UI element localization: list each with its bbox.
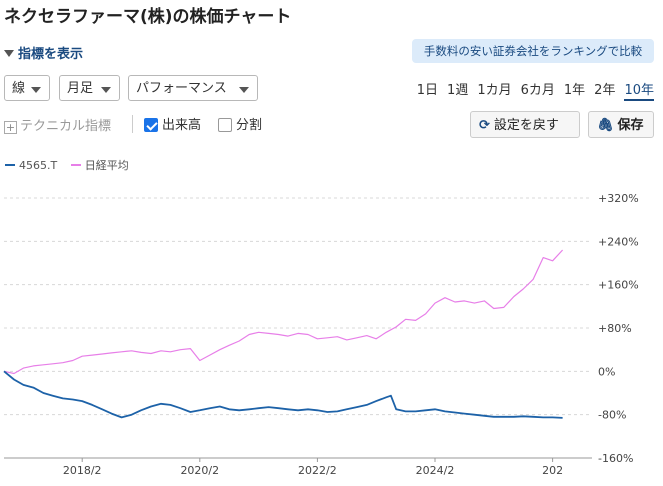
y-tick-label: +320%	[598, 192, 639, 205]
paperclip-icon: 🖇	[597, 118, 614, 133]
chevron-down-icon	[31, 87, 41, 93]
period-tab-2y[interactable]: 2年	[594, 83, 616, 98]
refresh-icon: ⟳	[479, 118, 490, 133]
chart-type-value: 線	[12, 81, 26, 96]
legend-item-stock: 4565.T	[5, 159, 57, 172]
checkbox-checked-icon	[144, 118, 158, 132]
period-tab-1m[interactable]: 1カ月	[477, 83, 512, 98]
period-tab-6m[interactable]: 6カ月	[520, 83, 555, 98]
split-label: 分割	[236, 118, 263, 133]
period-tab-1y[interactable]: 1年	[563, 83, 586, 98]
period-tab-1d[interactable]: 1日	[416, 83, 439, 98]
period-tab-1w[interactable]: 1週	[447, 83, 469, 98]
legend-item-nikkei: 日経平均	[70, 159, 129, 172]
y-tick-label: -160%	[598, 452, 633, 465]
checkbox-unchecked-icon	[218, 118, 232, 132]
technical-indicators-button[interactable]: + テクニカル指標	[4, 115, 111, 134]
reset-settings-button[interactable]: ⟳ 設定を戻す	[470, 111, 580, 138]
y-tick-label: +80%	[598, 322, 632, 335]
legend-label-stock: 4565.T	[19, 159, 58, 172]
volume-label: 出来高	[162, 118, 202, 133]
volume-checkbox[interactable]: 出来高	[144, 114, 201, 133]
legend-swatch-stock	[5, 164, 15, 166]
split-checkbox[interactable]: 分割	[218, 114, 262, 133]
period-tab-10y[interactable]: 10年	[624, 83, 654, 101]
x-tick-label: 2020/2	[180, 464, 219, 477]
y-tick-label: +160%	[598, 279, 639, 292]
chevron-down-icon	[239, 87, 249, 93]
mode-select[interactable]: パフォーマンス	[128, 75, 258, 101]
interval-select[interactable]: 月足	[59, 75, 120, 101]
x-tick-label: 2018/2	[63, 464, 102, 477]
triangle-down-icon	[4, 50, 14, 57]
y-tick-label: +240%	[598, 235, 639, 248]
reset-settings-label: 設定を戻す	[493, 118, 559, 133]
save-button[interactable]: 🖇 保存	[588, 111, 654, 138]
series-line-nikkei	[3, 249, 564, 375]
y-tick-label: -80%	[598, 409, 626, 422]
x-tick-label: 2022/2	[298, 464, 337, 477]
performance-chart[interactable]: +320% +240% +160% +80% 0% -80% -160% 2018/2 2020…	[0, 180, 663, 480]
period-tabs: 1日 1週 1カ月 6カ月 1年 2年 10年	[408, 79, 654, 101]
show-indicators-toggle[interactable]: 指標を表示	[4, 43, 83, 62]
chart-type-select[interactable]: 線	[4, 75, 50, 101]
mode-value: パフォーマンス	[136, 81, 227, 96]
x-tick-label: 202	[542, 464, 563, 477]
x-tick-label: 2024/2	[416, 464, 455, 477]
chevron-down-icon	[101, 87, 111, 93]
series-line-stock	[3, 370, 563, 419]
broker-ranking-link[interactable]: 手数料の安い証券会社をランキングで比較	[412, 39, 654, 63]
save-label: 保存	[617, 118, 644, 133]
plus-icon: +	[4, 121, 17, 134]
show-indicators-label: 指標を表示	[18, 47, 84, 62]
technical-indicators-label: テクニカル指標	[20, 119, 112, 134]
chart-legend: 4565.T 日経平均	[5, 157, 139, 173]
legend-label-nikkei: 日経平均	[84, 159, 129, 172]
page-title: ネクセラファーマ(株)の株価チャート	[4, 7, 292, 27]
legend-swatch-nikkei	[70, 164, 81, 166]
interval-value: 月足	[67, 81, 94, 96]
y-tick-label: 0%	[598, 365, 615, 378]
divider	[132, 115, 133, 133]
